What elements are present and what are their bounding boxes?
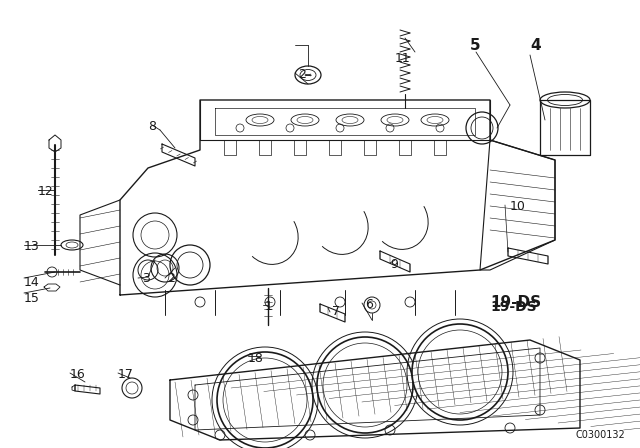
Text: 15: 15: [24, 292, 40, 305]
Text: 19-DS: 19-DS: [490, 300, 536, 314]
Text: C0300132: C0300132: [576, 430, 626, 440]
Text: 8: 8: [148, 120, 156, 133]
Text: 5: 5: [470, 38, 481, 53]
Circle shape: [217, 352, 313, 448]
Text: 10: 10: [510, 200, 526, 213]
Circle shape: [412, 324, 508, 420]
Text: 13: 13: [24, 240, 40, 253]
Text: 17: 17: [118, 368, 134, 381]
Text: 19-DS: 19-DS: [490, 295, 541, 310]
Text: 9: 9: [390, 258, 398, 271]
Text: 6: 6: [365, 298, 373, 311]
Text: 2: 2: [298, 68, 306, 81]
Text: 12: 12: [38, 185, 54, 198]
Text: 18: 18: [248, 352, 264, 365]
Text: 7: 7: [332, 305, 340, 318]
Text: 2: 2: [168, 272, 180, 285]
Text: 4: 4: [530, 38, 541, 53]
Circle shape: [317, 337, 413, 433]
Text: 14: 14: [24, 276, 40, 289]
Text: 3: 3: [142, 272, 150, 285]
Text: 16: 16: [70, 368, 86, 381]
Text: 1: 1: [265, 300, 273, 313]
Text: 11: 11: [395, 52, 411, 65]
